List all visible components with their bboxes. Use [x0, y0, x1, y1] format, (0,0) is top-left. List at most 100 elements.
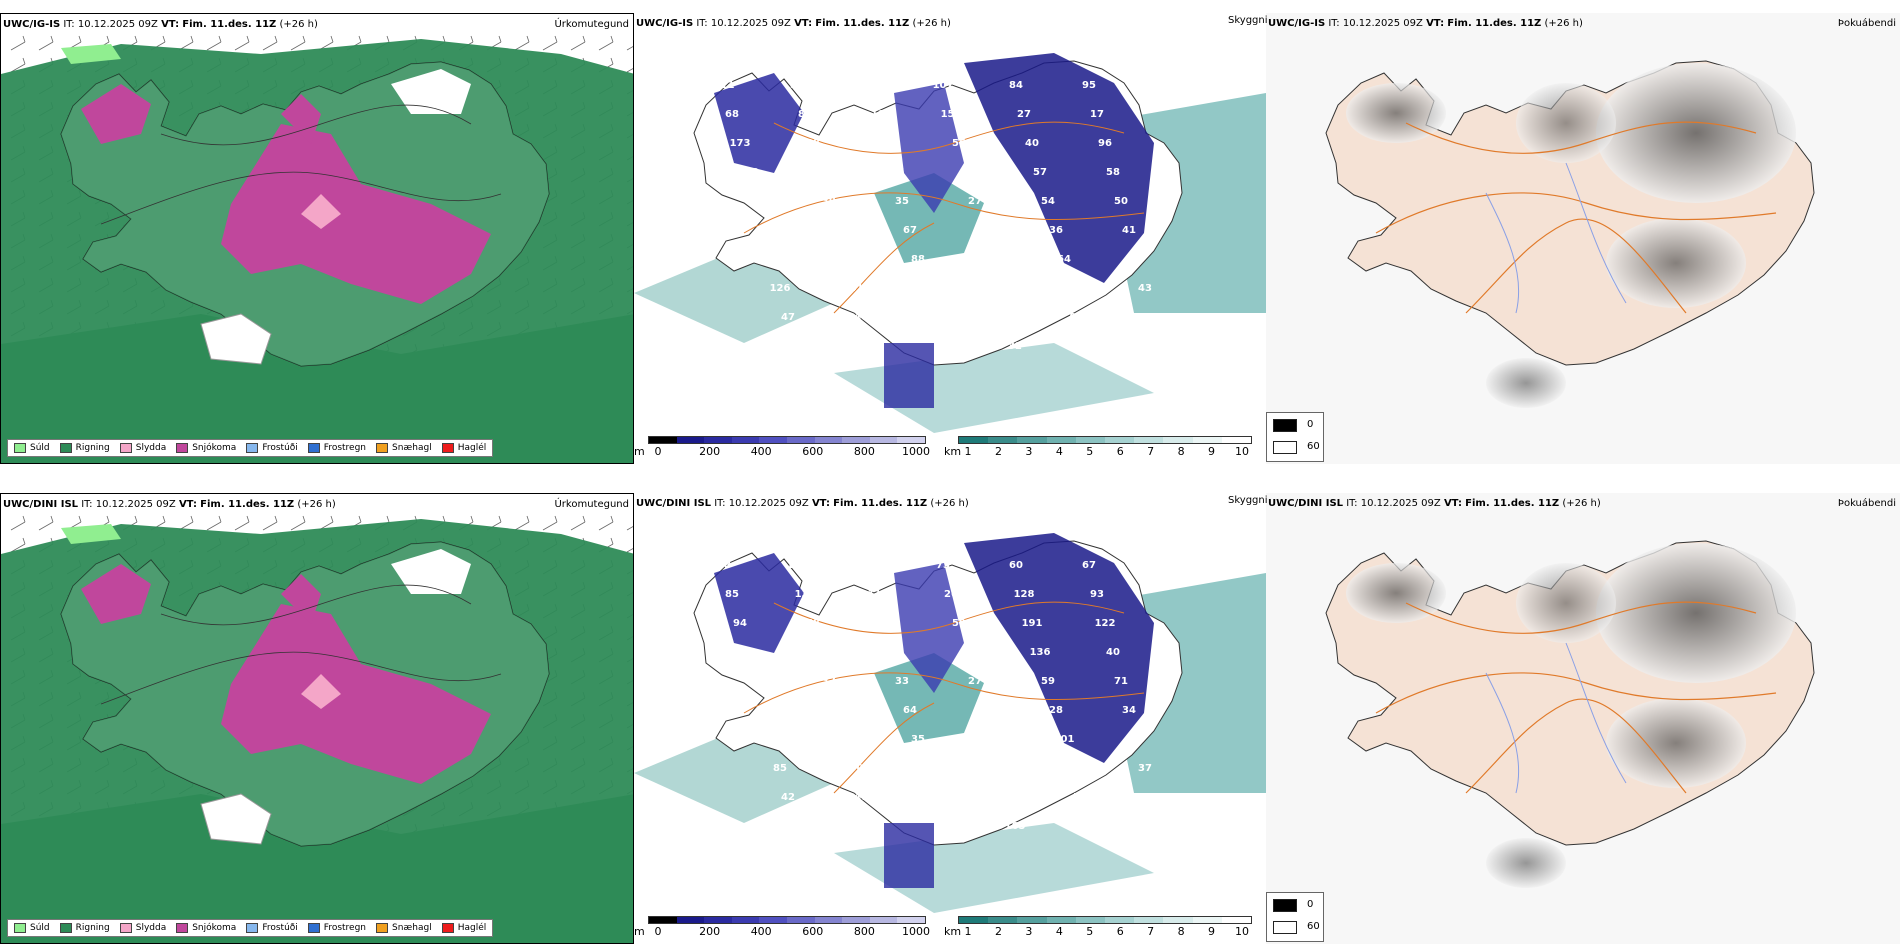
cloud-base-value: 94 — [733, 618, 747, 629]
scale-swatch — [649, 437, 677, 443]
wind-barb — [386, 35, 390, 43]
fog-area — [1516, 563, 1616, 643]
wind-barb — [274, 515, 278, 523]
panel-title: Úrkomutegund — [554, 19, 629, 30]
cloud-base-labels: 111 50 33 107 84 95 68 84 19 151 27 17 173 88 46 56 40 96… — [714, 80, 1160, 381]
scale-swatch — [814, 917, 843, 923]
cloud-base-scale: m 0 200 400 600 800 1000 — [634, 436, 940, 460]
wind-barb — [218, 515, 222, 523]
fog-area — [1606, 218, 1746, 308]
wind-barb — [290, 521, 306, 531]
scale-bar — [648, 916, 926, 924]
wind-barb — [554, 515, 558, 523]
snow-area — [281, 574, 321, 624]
cloud-base-value: 66 — [757, 705, 771, 716]
wind-barb — [262, 41, 278, 51]
scale-tick-label: 400 — [750, 445, 772, 458]
cloud-base-value: 65 — [960, 647, 974, 658]
fog-panel-row2: UWC/DINI ISL IT: 10.12.2025 09Z VT: Fim.… — [1266, 493, 1900, 944]
visibility-scale: km 1 2 3 4 5 6 7 8 9 10 — [944, 436, 1266, 460]
cloud-base-value: 165 — [1005, 821, 1026, 832]
it-label: IT: — [81, 499, 93, 510]
scale-ticks: 1 2 3 4 5 6 7 8 9 10 — [944, 925, 1266, 939]
legend-item: Snjókoma — [176, 923, 236, 933]
precip-panel-row1: UWC/IG-IS IT: 10.12.2025 09Z VT: Fim. 11… — [0, 13, 634, 464]
wind-barb — [78, 515, 82, 523]
wind-barb — [162, 515, 166, 523]
wind-barb — [442, 35, 446, 43]
wind-barb — [330, 515, 334, 523]
cloud-base-value: 96 — [1098, 138, 1112, 149]
cloud-base-value: 35 — [789, 341, 803, 352]
it-value: 10.12.2025 09Z — [1342, 18, 1423, 29]
road — [833, 222, 935, 314]
legend-item: Súld — [14, 923, 50, 933]
sleet-area — [301, 674, 341, 709]
scale-tick-label: 0 — [654, 445, 662, 458]
vt-value: Fim. 11.des. 11Z — [833, 498, 928, 509]
fog-legend-swatch — [1273, 899, 1297, 912]
vt-value: Fim. 11.des. 11Z — [1465, 498, 1560, 509]
road-network — [1375, 601, 1777, 794]
legend-swatch — [59, 443, 72, 453]
scale-swatch — [1221, 917, 1252, 923]
scale-tick-label: 10 — [1235, 925, 1249, 938]
legend-item: Snæhagl — [376, 443, 432, 453]
wind-barb — [246, 515, 250, 523]
model-name: UWC/IG-IS — [636, 18, 694, 29]
cloud-base-value: 130 — [843, 763, 864, 774]
cloud-base-value: 40 — [863, 560, 877, 571]
scale-tick-label: 5 — [1086, 925, 1094, 938]
cloud-base-value: 54 — [1041, 196, 1055, 207]
scale-swatch — [1163, 917, 1193, 923]
scale-swatch — [676, 917, 705, 923]
low-cloud-area — [884, 343, 934, 408]
legend-label: Haglél — [457, 443, 487, 453]
river — [1485, 192, 1520, 314]
scale-tick-label: 600 — [802, 445, 824, 458]
vt-value: Fim. 11.des. 11Z — [200, 499, 295, 510]
scale-swatch — [1075, 917, 1106, 923]
scale-ticks: 0 200 400 600 800 1000 — [634, 925, 940, 939]
legend-label: Frostregn — [323, 443, 367, 453]
vt-value: Fim. 11.des. 11Z — [182, 19, 277, 30]
scale-tick-label: 6 — [1116, 445, 1124, 458]
scale-swatch — [1163, 437, 1193, 443]
cloud-base-value: 85 — [725, 589, 739, 600]
precip-legend: Súld Rigning Slydda Snjókoma Frostúði Frostre… — [7, 439, 494, 457]
cloud-base-value: 122 — [1095, 618, 1116, 629]
cloud-base-value: 43 — [1000, 792, 1014, 803]
panel-title: Þokuábendi — [1837, 18, 1896, 29]
model-name: UWC/DINI ISL — [3, 499, 79, 510]
cloud-base-value: 191 — [1022, 618, 1043, 629]
snow-area — [81, 84, 151, 144]
legend-label: Haglél — [457, 923, 487, 933]
cloud-base-value: 35 — [895, 196, 909, 207]
cloud-base-value: 229 — [989, 763, 1010, 774]
cloud-base-value: 50 — [790, 80, 804, 91]
cloud-base-value: 151 — [941, 109, 962, 120]
cloud-base-value: 57 — [1033, 167, 1047, 178]
cloud-base-value: 40 — [1106, 647, 1120, 658]
scale-swatch — [869, 437, 898, 443]
scale-unit: m — [634, 925, 645, 938]
legend-label: Rigning — [75, 923, 110, 933]
cloud-base-value: 39 — [822, 196, 836, 207]
cloud-base-value: 93 — [1090, 589, 1104, 600]
it-value: 10.12.2025 09Z — [77, 19, 158, 30]
cloud-base-value: 58 — [1106, 167, 1120, 178]
it-value: 10.12.2025 09Z — [95, 499, 176, 510]
cloud-base-value: 33 — [863, 80, 877, 91]
river — [1565, 162, 1627, 304]
low-cloud-area — [884, 823, 934, 888]
scale-tick-label: 8 — [1177, 445, 1185, 458]
cloud-base-value: 73 — [936, 560, 950, 571]
cloud-base-value: 64 — [903, 705, 917, 716]
cloud-base-value: 126 — [770, 283, 791, 294]
legend-item: Haglél — [441, 923, 487, 933]
vt-value: Fim. 11.des. 11Z — [815, 18, 910, 29]
cloud-base-value: 111 — [714, 80, 735, 91]
lead-time: (+26 h) — [297, 499, 336, 510]
scale-tick-label: 6 — [1116, 925, 1124, 938]
scale-tick-label: 1 — [964, 445, 972, 458]
